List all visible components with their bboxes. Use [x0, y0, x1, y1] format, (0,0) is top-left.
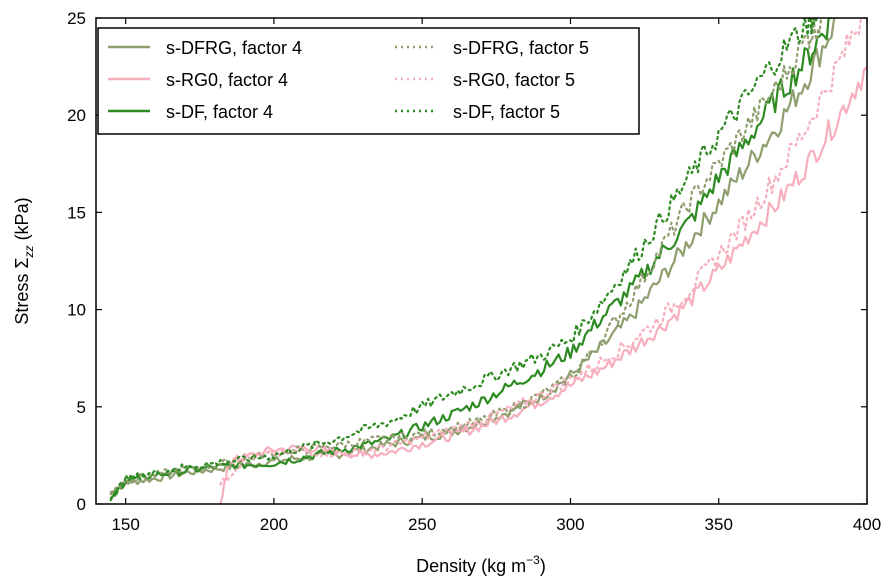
- y-axis-label: Stress Σzz (kPa): [12, 197, 36, 324]
- y-tick-label-1: 5: [77, 398, 86, 417]
- legend-label-5: s-DF, factor 5: [453, 102, 560, 122]
- legend-label-4: s-RG0, factor 5: [453, 70, 575, 90]
- legend-box: [97, 27, 640, 135]
- y-axis-label-main: Stress Σ: [12, 257, 32, 324]
- x-tick-label-1: 200: [260, 515, 288, 534]
- legend-label-0: s-DFRG, factor 4: [166, 38, 302, 58]
- legend-entries: s-DFRG, factor 4 s-RG0, factor 4 s-DF, fac…: [108, 38, 589, 122]
- series-line-4: [219, 18, 863, 486]
- y-tick-label-4: 20: [67, 106, 86, 125]
- y-axis-label-sub: zz: [22, 245, 36, 258]
- y-tick-label-0: 0: [77, 495, 86, 514]
- legend-label-1: s-RG0, factor 4: [166, 70, 288, 90]
- x-axis-label-sup: −3: [526, 553, 540, 567]
- x-tick-label-3: 300: [556, 515, 584, 534]
- series-line-3: [109, 18, 824, 494]
- x-tick-label-0: 150: [111, 515, 139, 534]
- x-tick-label-2: 250: [408, 515, 436, 534]
- y-axis-label-end: (kPa): [12, 197, 32, 245]
- plot-frame: [95, 17, 868, 505]
- x-axis-ticks: 150 200 250 300 350 400: [111, 18, 881, 534]
- legend-label-2: s-DF, factor 4: [166, 102, 273, 122]
- series-line-5: [109, 18, 818, 500]
- legend-label-3: s-DFRG, factor 5: [453, 38, 589, 58]
- x-tick-label-5: 400: [853, 515, 881, 534]
- legend: s-DFRG, factor 4 s-RG0, factor 4 s-DF, fac…: [97, 27, 640, 135]
- x-tick-label-4: 350: [705, 515, 733, 534]
- series-line-0: [109, 18, 839, 496]
- x-axis-label: Density (kg m−3): [416, 553, 546, 576]
- x-axis-label-main: Density (kg m: [416, 556, 526, 576]
- y-axis-ticks: 0 5 10 15 20 25: [67, 9, 867, 514]
- y-tick-label-2: 10: [67, 301, 86, 320]
- y-tick-label-5: 25: [67, 9, 86, 28]
- y-tick-label-3: 15: [67, 203, 86, 222]
- series-lines: [109, 18, 867, 504]
- x-axis-label-end: ): [540, 556, 546, 576]
